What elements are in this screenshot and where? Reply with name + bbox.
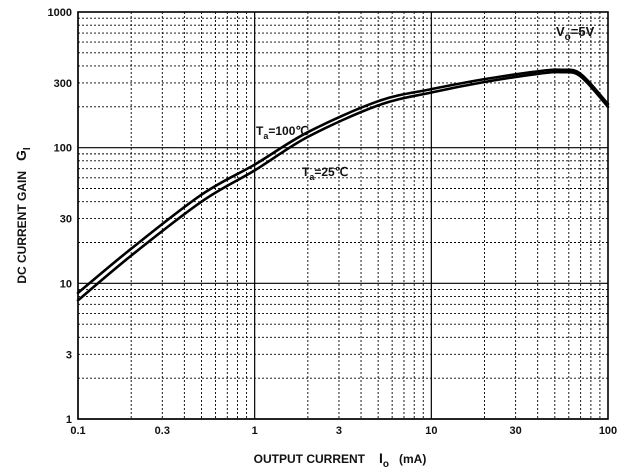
series-label-ta-100: Ta=100℃	[256, 124, 309, 141]
tick-labels: 0.1 0.3 1 3 10 30 100 1 3 10 30 100 300 1000	[48, 7, 618, 437]
x-tick-label: 10	[425, 425, 437, 437]
y-tick-label: 30	[60, 214, 72, 226]
y-tick-label: 1000	[48, 7, 72, 19]
x-tick-label: 30	[509, 425, 521, 437]
x-tick-label: 1	[252, 425, 258, 437]
y-axis-label: DC CURRENT GAINGI	[13, 147, 33, 284]
series-line-ta-25	[76, 70, 610, 302]
series-label-ta-25: Ta=25℃	[302, 165, 348, 182]
x-tick-label: 3	[336, 425, 342, 437]
series-line-ta-100	[76, 68, 610, 295]
x-axis-label: OUTPUT CURRENT Io (mA)	[254, 450, 427, 470]
x-tick-label: 0.3	[155, 425, 170, 437]
y-tick-label: 3	[66, 349, 72, 361]
grid-lines	[77, 12, 608, 420]
series-curves	[76, 68, 610, 302]
y-tick-label: 1	[66, 414, 72, 426]
condition-label: Vo=5V	[556, 24, 595, 43]
y-tick-label: 10	[60, 278, 72, 290]
x-tick-label: 100	[599, 425, 617, 437]
x-tick-label: 0.1	[70, 425, 85, 437]
plot-frame	[77, 11, 609, 420]
y-tick-label: 100	[54, 143, 72, 155]
y-tick-label: 300	[54, 78, 72, 90]
